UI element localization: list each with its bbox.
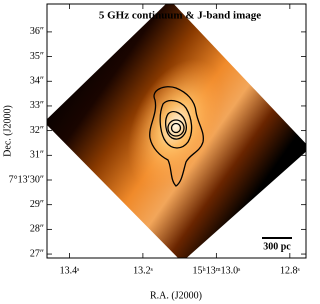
x-axis-label: R.A. (J2000) (150, 290, 202, 301)
y-tick-label: 32″ (30, 125, 44, 136)
x-tick-label: 15ʰ13ᵐ13.0ˢ (192, 265, 240, 276)
image (47, 4, 306, 258)
galaxy-core (127, 59, 225, 191)
y-tick-label: 34″ (30, 76, 44, 87)
y-tick-label: 27″ (30, 248, 44, 259)
x-tick-label: 12.8ˢ (280, 265, 300, 276)
y-tick-label: 28″ (30, 224, 44, 235)
y-tick-label: 33″ (30, 100, 44, 111)
y-tick-label: 7°13′30″ (9, 174, 44, 185)
contours (149, 86, 205, 187)
y-axis-label: Dec. (J2000) (2, 105, 13, 157)
x-tick-label: 13.2ˢ (133, 265, 153, 276)
y-tick-label: 31″ (30, 150, 44, 161)
x-tick-label: 13.4ˢ (60, 265, 80, 276)
scale-bar-label: 300 pc (263, 241, 291, 252)
y-tick-label: 35″ (30, 51, 44, 62)
y-tick-label: 36″ (30, 26, 44, 37)
y-tick-label: 29″ (30, 199, 44, 210)
chart-title: 5 GHz continuum & J-band image (99, 10, 261, 22)
